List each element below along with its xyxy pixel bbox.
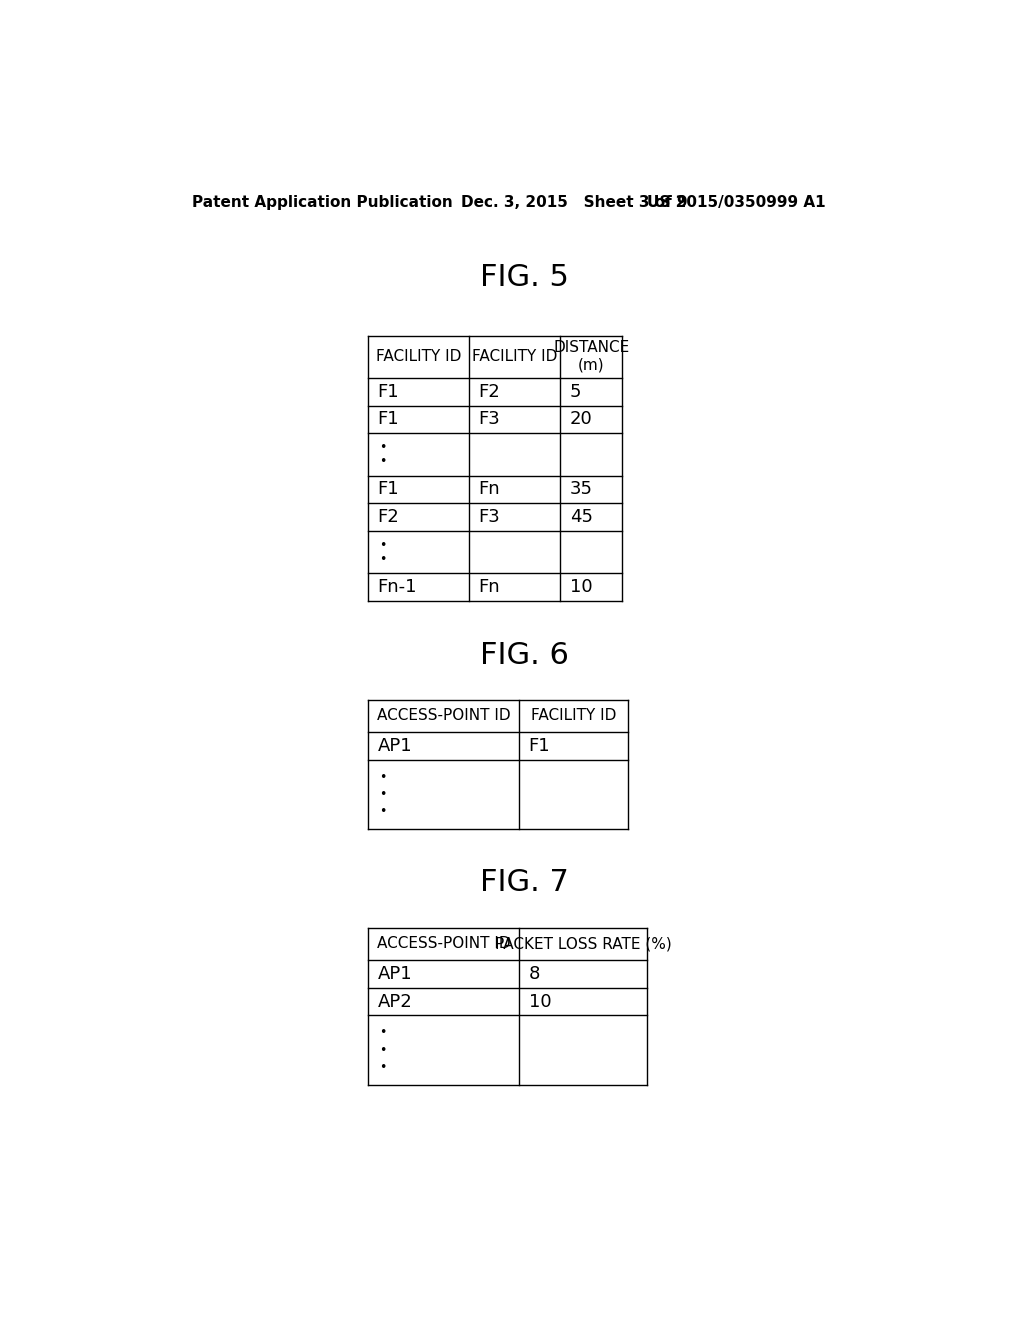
Text: F2: F2 <box>478 383 500 401</box>
Text: 45: 45 <box>569 508 593 527</box>
Text: US 2015/0350999 A1: US 2015/0350999 A1 <box>647 195 826 210</box>
Text: FACILITY ID: FACILITY ID <box>376 350 462 364</box>
Text: Dec. 3, 2015   Sheet 3 of 9: Dec. 3, 2015 Sheet 3 of 9 <box>461 195 688 210</box>
Text: ACCESS-POINT ID: ACCESS-POINT ID <box>377 709 511 723</box>
Text: •: • <box>379 539 386 552</box>
Text: F1: F1 <box>378 411 399 429</box>
Text: Fn: Fn <box>478 578 500 597</box>
Text: PACKET LOSS RATE (%): PACKET LOSS RATE (%) <box>495 936 672 952</box>
Text: •: • <box>379 455 386 469</box>
Text: 10: 10 <box>569 578 592 597</box>
Text: Patent Application Publication: Patent Application Publication <box>193 195 453 210</box>
Text: FACILITY ID: FACILITY ID <box>530 709 616 723</box>
Text: ACCESS-POINT ID: ACCESS-POINT ID <box>377 936 511 952</box>
Text: AP2: AP2 <box>378 993 413 1011</box>
Text: DISTANCE
(m): DISTANCE (m) <box>553 341 630 372</box>
Text: 35: 35 <box>569 480 593 499</box>
Text: F1: F1 <box>528 737 550 755</box>
Text: F2: F2 <box>378 508 399 527</box>
Text: FACILITY ID: FACILITY ID <box>472 350 557 364</box>
Text: FIG. 7: FIG. 7 <box>480 869 569 898</box>
Text: F3: F3 <box>478 508 500 527</box>
Text: 10: 10 <box>528 993 551 1011</box>
Text: Fn: Fn <box>478 480 500 499</box>
Text: FIG. 5: FIG. 5 <box>480 263 569 292</box>
Text: F1: F1 <box>378 480 399 499</box>
Text: 5: 5 <box>569 383 582 401</box>
Text: •: • <box>379 1061 386 1074</box>
Text: •: • <box>379 1026 386 1039</box>
Text: •: • <box>379 441 386 454</box>
Text: •: • <box>379 805 386 818</box>
Text: •: • <box>379 1044 386 1056</box>
Text: •: • <box>379 553 386 566</box>
Text: 8: 8 <box>528 965 540 983</box>
Text: F3: F3 <box>478 411 500 429</box>
Text: •: • <box>379 771 386 784</box>
Text: AP1: AP1 <box>378 965 413 983</box>
Text: 20: 20 <box>569 411 593 429</box>
Text: FIG. 6: FIG. 6 <box>480 640 569 669</box>
Text: Fn-1: Fn-1 <box>378 578 417 597</box>
Text: AP1: AP1 <box>378 737 413 755</box>
Text: •: • <box>379 788 386 801</box>
Text: F1: F1 <box>378 383 399 401</box>
